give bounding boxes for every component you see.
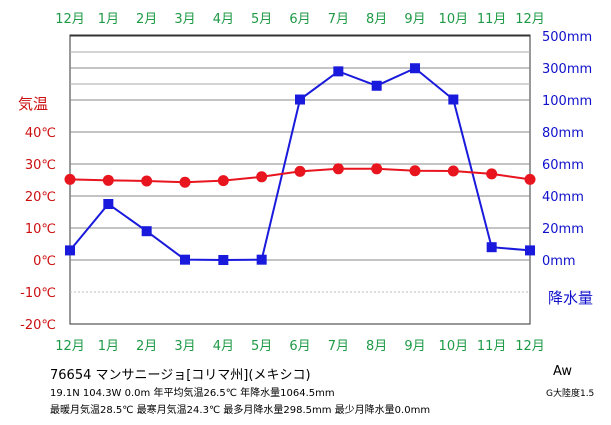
precipitation-point (218, 255, 229, 265)
month-label-top: 6月 (289, 12, 310, 27)
temperature-tick-label: 30℃ (25, 158, 56, 173)
month-label-bottom: 9月 (404, 339, 425, 354)
month-label-bottom: 5月 (251, 339, 272, 354)
temperature-tick-label: 20℃ (25, 190, 56, 205)
precipitation-point (525, 245, 535, 256)
month-label-top: 3月 (174, 12, 195, 27)
month-label-top: 10月 (439, 12, 469, 27)
precipitation-tick-label: 40mm (542, 190, 584, 205)
coordinates: 19.1N 104.3W 0.0m (50, 388, 151, 399)
month-label-top: 8月 (366, 12, 387, 27)
temperature-point (141, 175, 153, 187)
precipitation-point (65, 245, 75, 256)
precipitation-point (448, 94, 459, 105)
month-label-top: 7月 (328, 12, 349, 27)
station-summary-line1: 19.1N 104.3W 0.0m 年平均気温26.5℃ 年降水量1064.5m… (50, 384, 335, 399)
driest-month: 最少月降水量0.0mm (334, 405, 431, 416)
temperature-tick-label: 10℃ (25, 222, 56, 237)
month-label-bottom: 11月 (477, 339, 507, 354)
climate-class: Aw (553, 364, 572, 379)
month-label-top: 5月 (251, 12, 272, 27)
temperature-point (332, 163, 344, 175)
station-name: 76654 マンサニージョ[コリマ州](メキシコ) (50, 368, 311, 383)
plot-frame (69, 34, 531, 325)
precipitation-tick-label: 60mm (542, 158, 584, 173)
temperature-point (179, 176, 191, 188)
month-label-top: 2月 (136, 12, 157, 27)
precipitation-point (103, 199, 114, 209)
precipitation-tick-label: 20mm (542, 222, 584, 237)
temperature-point (524, 173, 536, 185)
precipitation-point (486, 242, 497, 253)
month-label-bottom: 1月 (98, 339, 119, 354)
precipitation-point (295, 94, 305, 105)
precipitation-axis-ticks: 500mm 300mm 100mm 80mm 60mm 40mm 20mm 0mm (542, 30, 592, 269)
continentality: G大陸度1.5 (546, 389, 595, 399)
precipitation-tick-label: 300mm (542, 62, 592, 77)
temperature-point (64, 173, 76, 185)
temperature-axis-ticks: 40℃ 30℃ 20℃ 10℃ 0℃ -10℃ -20℃ (20, 126, 56, 333)
series-layer (64, 63, 536, 265)
temperature-axis-label: 気温 (18, 95, 48, 113)
temperature-tick-label: 40℃ (25, 126, 56, 141)
temperature-tick-label: -10℃ (20, 286, 56, 301)
precipitation-point (333, 66, 344, 77)
month-label-top: 11月 (477, 12, 507, 27)
temperature-point (486, 168, 498, 180)
month-label-bottom: 12月 (55, 339, 85, 354)
precipitation-point (371, 80, 382, 91)
month-label-top: 12月 (515, 12, 545, 27)
month-label-bottom: 6月 (289, 339, 310, 354)
month-label-bottom: 7月 (328, 339, 349, 354)
precipitation-tick-label: 80mm (542, 126, 584, 141)
top-month-labels: 12月 1月 2月 3月 4月 5月 6月 7月 8月 9月 10月 11月 12月 (55, 12, 545, 27)
annual-temperature: 年平均気温26.5℃ (153, 388, 237, 399)
month-label-top: 12月 (55, 12, 85, 27)
wettest-month: 最多月降水量298.5mm (223, 405, 332, 416)
precipitation-tick-label: 100mm (542, 94, 592, 109)
temperature-point (217, 175, 229, 187)
month-label-bottom: 2月 (136, 339, 157, 354)
temperature-point (294, 165, 306, 177)
precipitation-point (410, 63, 420, 74)
temperature-tick-label: -20℃ (20, 318, 56, 333)
bottom-month-labels: 12月 1月 2月 3月 4月 5月 6月 7月 8月 9月 10月 11月 12月 (55, 339, 545, 354)
month-label-bottom: 10月 (439, 339, 469, 354)
temperature-point (371, 163, 383, 175)
month-label-bottom: 4月 (213, 339, 234, 354)
warmest-month: 最暖月気温28.5℃ (50, 405, 134, 416)
annual-precipitation: 年降水量1064.5mm (240, 388, 335, 399)
precipitation-tick-label: 500mm (542, 30, 592, 45)
month-label-bottom: 12月 (515, 339, 545, 354)
month-label-top: 4月 (213, 12, 234, 27)
temperature-point (409, 165, 421, 177)
precipitation-point (256, 254, 267, 265)
month-label-top: 1月 (98, 12, 119, 27)
month-label-bottom: 3月 (174, 339, 195, 354)
temperature-point (102, 174, 114, 186)
temperature-point (256, 171, 268, 183)
precipitation-point (141, 226, 152, 237)
precipitation-axis-label: 降水量 (548, 289, 593, 307)
coldest-month: 最寒月気温24.3℃ (136, 405, 221, 416)
temperature-tick-label: 0℃ (33, 254, 56, 269)
temperature-point (447, 165, 459, 177)
precipitation-point (180, 254, 190, 265)
month-label-bottom: 8月 (366, 339, 387, 354)
station-summary-line2: 最暖月気温28.5℃ 最寒月気温24.3℃ 最多月降水量298.5mm 最少月降… (50, 401, 430, 416)
precipitation-tick-label: 0mm (542, 254, 576, 269)
month-label-top: 9月 (404, 12, 425, 27)
